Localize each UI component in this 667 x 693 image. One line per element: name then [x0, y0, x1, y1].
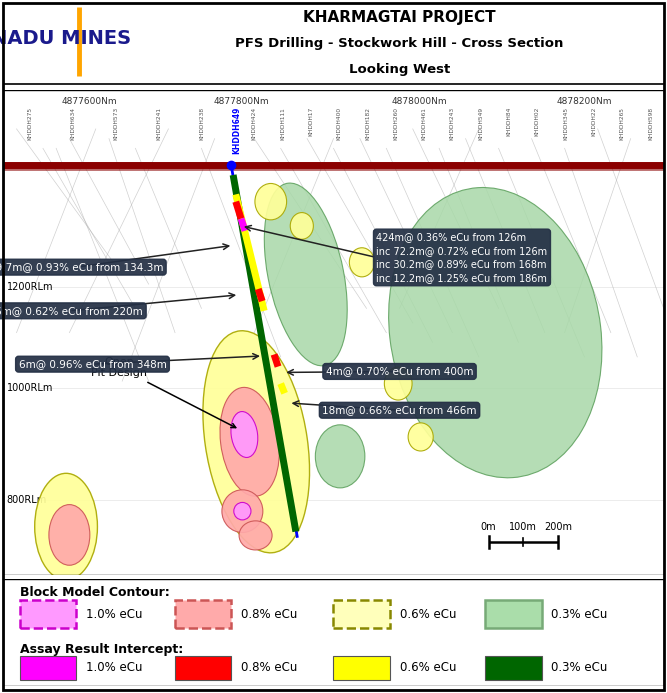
FancyBboxPatch shape — [486, 600, 542, 628]
Text: KHDDH17: KHDDH17 — [308, 107, 313, 137]
Text: 0m: 0m — [481, 522, 496, 532]
Text: KHDDH400: KHDDH400 — [337, 107, 342, 140]
Text: 0.3% eCu: 0.3% eCu — [552, 661, 608, 674]
Text: KHDDH424: KHDDH424 — [251, 107, 257, 140]
Text: 800RLm: 800RLm — [7, 495, 47, 505]
Text: KHDDH02: KHDDH02 — [535, 107, 540, 137]
Text: Block Model Contour:: Block Model Contour: — [20, 586, 169, 599]
Text: 1200RLm: 1200RLm — [7, 281, 53, 292]
Text: KHDDH111: KHDDH111 — [280, 107, 285, 140]
Text: KHDDH649: KHDDH649 — [232, 107, 241, 155]
Ellipse shape — [290, 213, 313, 239]
Ellipse shape — [220, 387, 279, 496]
Text: KHDDH265: KHDDH265 — [620, 107, 625, 140]
Text: 4m@ 0.70% eCu from 400m: 4m@ 0.70% eCu from 400m — [325, 367, 474, 376]
Text: 0.8% eCu: 0.8% eCu — [241, 608, 297, 621]
Ellipse shape — [35, 473, 97, 580]
Text: KHDDH260: KHDDH260 — [394, 107, 398, 140]
Text: KHDDH275: KHDDH275 — [27, 107, 32, 140]
Text: 0.3% eCu: 0.3% eCu — [552, 608, 608, 621]
Ellipse shape — [203, 331, 309, 553]
Text: Open
Pit Design: Open Pit Design — [91, 357, 235, 428]
Ellipse shape — [384, 367, 412, 400]
Ellipse shape — [350, 248, 374, 277]
FancyBboxPatch shape — [486, 656, 542, 680]
Text: XANADU MINES: XANADU MINES — [0, 30, 131, 49]
Ellipse shape — [231, 412, 257, 457]
Text: KHDDH461: KHDDH461 — [422, 107, 427, 140]
Text: 100m: 100m — [510, 522, 538, 532]
FancyBboxPatch shape — [334, 600, 390, 628]
Text: 1000RLm: 1000RLm — [7, 383, 53, 394]
Text: 424m@ 0.36% eCu from 126m
inc 72.2m@ 0.72% eCu from 126m
inc 30.2m@ 0.89% eCu fr: 424m@ 0.36% eCu from 126m inc 72.2m@ 0.7… — [376, 232, 548, 283]
Text: KHDDH238: KHDDH238 — [199, 107, 204, 140]
Ellipse shape — [222, 490, 263, 532]
Text: 4878000Nm: 4878000Nm — [392, 98, 447, 106]
Text: Assay Result Intercept:: Assay Result Intercept: — [20, 643, 183, 656]
Text: 1.0% eCu: 1.0% eCu — [86, 608, 142, 621]
Text: KHDDH241: KHDDH241 — [156, 107, 161, 140]
Text: KHDDH345: KHDDH345 — [563, 107, 568, 140]
Text: KHDDH243: KHDDH243 — [450, 107, 455, 140]
Text: 0.6% eCu: 0.6% eCu — [400, 661, 456, 674]
Ellipse shape — [408, 423, 433, 451]
Text: 19.7m@ 0.93% eCu from 134.3m: 19.7m@ 0.93% eCu from 134.3m — [0, 262, 163, 272]
Text: 18m@ 0.66% eCu from 466m: 18m@ 0.66% eCu from 466m — [322, 405, 477, 415]
FancyBboxPatch shape — [334, 656, 390, 680]
Text: 0.8% eCu: 0.8% eCu — [241, 661, 297, 674]
FancyBboxPatch shape — [175, 656, 231, 680]
Text: 1.0% eCu: 1.0% eCu — [86, 661, 142, 674]
Text: 6m@ 0.62% eCu from 220m: 6m@ 0.62% eCu from 220m — [0, 306, 143, 316]
Text: KHDDH549: KHDDH549 — [478, 107, 483, 140]
Text: 6m@ 0.96% eCu from 348m: 6m@ 0.96% eCu from 348m — [19, 359, 167, 369]
FancyBboxPatch shape — [20, 600, 76, 628]
Text: KHDDH22: KHDDH22 — [592, 107, 596, 137]
Text: KHARMAGTAI PROJECT: KHARMAGTAI PROJECT — [303, 10, 496, 25]
Text: 0.6% eCu: 0.6% eCu — [400, 608, 456, 621]
Text: Looking West: Looking West — [349, 63, 450, 76]
Ellipse shape — [49, 505, 90, 565]
Text: 4878200Nm: 4878200Nm — [557, 98, 612, 106]
Text: 4877800Nm: 4877800Nm — [213, 98, 269, 106]
Ellipse shape — [234, 502, 251, 520]
Ellipse shape — [239, 521, 272, 550]
Ellipse shape — [264, 183, 348, 366]
Text: KHDDH573: KHDDH573 — [113, 107, 118, 140]
Text: KHDDH84: KHDDH84 — [506, 107, 512, 137]
Text: PFS Drilling - Stockwork Hill - Cross Section: PFS Drilling - Stockwork Hill - Cross Se… — [235, 37, 564, 50]
Text: KHDDH634: KHDDH634 — [70, 107, 75, 140]
Text: KHDDH598: KHDDH598 — [648, 107, 653, 140]
Text: KHDDH182: KHDDH182 — [365, 107, 370, 140]
Ellipse shape — [255, 184, 287, 220]
Ellipse shape — [315, 425, 365, 488]
Text: 4877600Nm: 4877600Nm — [61, 98, 117, 106]
Ellipse shape — [389, 188, 602, 477]
FancyBboxPatch shape — [20, 656, 76, 680]
Text: 200m: 200m — [544, 522, 572, 532]
FancyBboxPatch shape — [175, 600, 231, 628]
